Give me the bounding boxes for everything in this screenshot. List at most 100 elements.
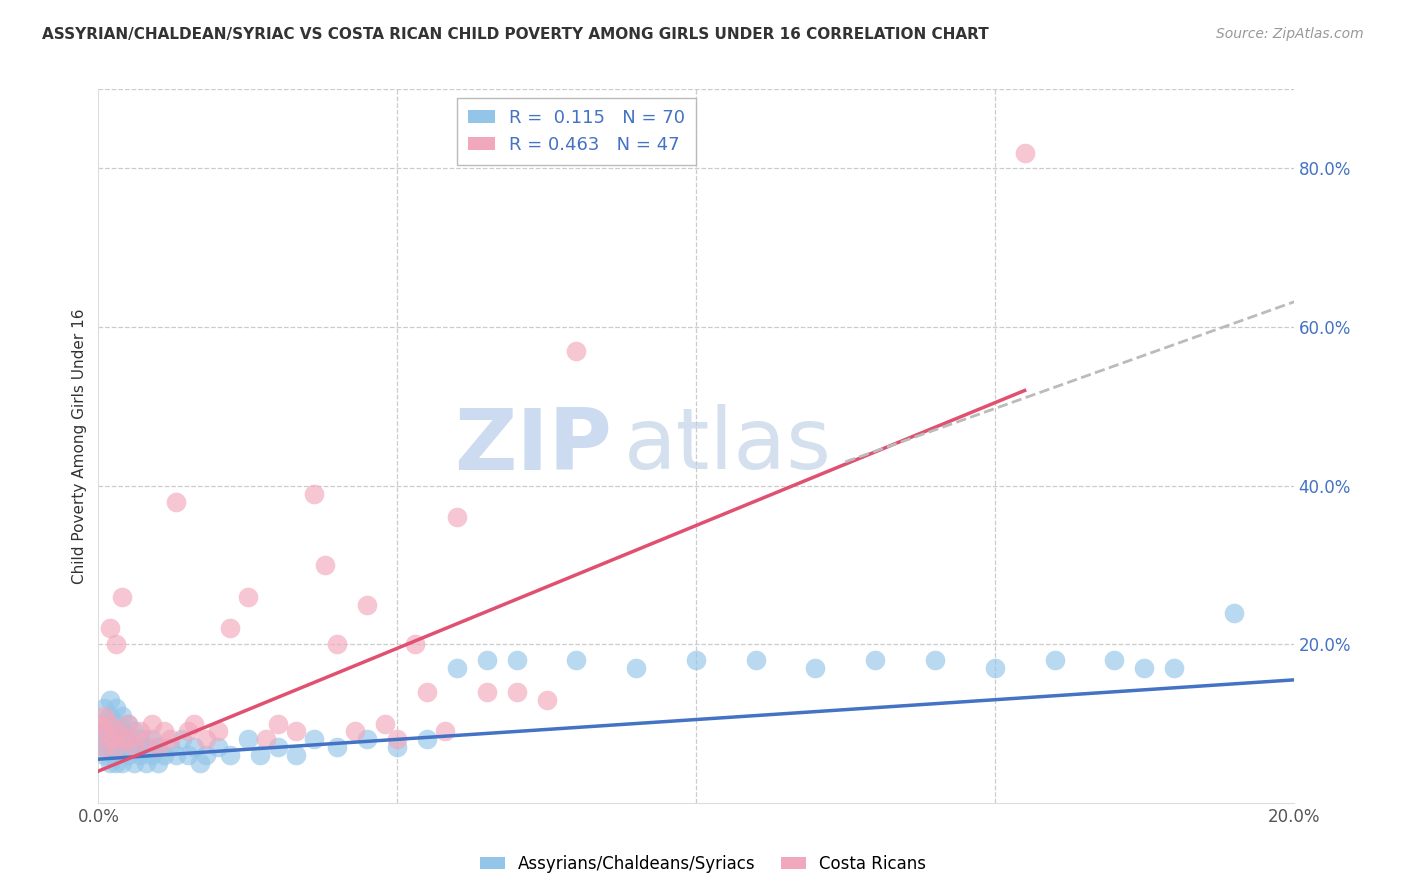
Point — [100, 708, 122, 723]
Point — [105, 740, 128, 755]
Point — [195, 732, 218, 747]
Point — [105, 637, 128, 651]
Point — [195, 748, 218, 763]
Point — [1133, 661, 1156, 675]
Point — [100, 621, 122, 635]
Point — [207, 740, 229, 755]
Point — [284, 724, 307, 739]
Point — [315, 558, 337, 572]
Point — [249, 748, 271, 763]
Point — [219, 621, 242, 635]
Point — [506, 653, 529, 667]
Point — [924, 653, 946, 667]
Point — [536, 692, 558, 706]
Point — [416, 685, 439, 699]
Point — [172, 732, 194, 747]
Point — [356, 732, 378, 747]
Point — [129, 732, 152, 747]
Point — [188, 756, 211, 771]
Point — [100, 692, 122, 706]
Point — [374, 716, 396, 731]
Point — [565, 653, 588, 667]
Point — [267, 716, 290, 731]
Point — [302, 486, 325, 500]
Point — [105, 716, 128, 731]
Point — [1163, 661, 1185, 675]
Point — [177, 748, 200, 763]
Point — [124, 724, 146, 739]
Point — [111, 590, 134, 604]
Point — [141, 716, 163, 731]
Point — [148, 740, 170, 755]
Point — [385, 740, 409, 755]
Legend: Assyrians/Chaldeans/Syriacs, Costa Ricans: Assyrians/Chaldeans/Syriacs, Costa Rican… — [474, 848, 932, 880]
Point — [111, 740, 134, 755]
Point — [124, 740, 146, 755]
Point — [117, 748, 139, 763]
Point — [129, 724, 152, 739]
Point — [1043, 653, 1066, 667]
Point — [117, 732, 139, 747]
Point — [745, 653, 768, 667]
Point — [183, 740, 205, 755]
Point — [207, 724, 229, 739]
Point — [159, 732, 181, 747]
Point — [93, 724, 115, 739]
Point — [1104, 653, 1126, 667]
Point — [159, 740, 181, 755]
Point — [100, 716, 122, 731]
Point — [685, 653, 707, 667]
Point — [117, 716, 139, 731]
Point — [446, 510, 468, 524]
Point — [105, 724, 128, 739]
Point — [626, 661, 648, 675]
Y-axis label: Child Poverty Among Girls Under 16: Child Poverty Among Girls Under 16 — [72, 309, 87, 583]
Point — [141, 748, 163, 763]
Point — [93, 740, 115, 755]
Point — [129, 748, 152, 763]
Text: ZIP: ZIP — [454, 404, 613, 488]
Point — [219, 748, 242, 763]
Point — [124, 740, 146, 755]
Point — [165, 494, 187, 508]
Point — [141, 732, 163, 747]
Text: ASSYRIAN/CHALDEAN/SYRIAC VS COSTA RICAN CHILD POVERTY AMONG GIRLS UNDER 16 CORRE: ASSYRIAN/CHALDEAN/SYRIAC VS COSTA RICAN … — [42, 27, 988, 42]
Point — [87, 732, 110, 747]
Point — [804, 661, 827, 675]
Point — [105, 700, 128, 714]
Point — [124, 756, 146, 771]
Point — [284, 748, 307, 763]
Point — [111, 756, 134, 771]
Point — [385, 732, 409, 747]
Point — [254, 732, 277, 747]
Point — [100, 756, 122, 771]
Point — [446, 661, 468, 675]
Point — [475, 653, 498, 667]
Text: Source: ZipAtlas.com: Source: ZipAtlas.com — [1216, 27, 1364, 41]
Point — [117, 716, 139, 731]
Point — [135, 740, 157, 755]
Point — [111, 708, 134, 723]
Point — [100, 724, 122, 739]
Point — [356, 598, 378, 612]
Point — [117, 732, 139, 747]
Point — [93, 740, 115, 755]
Point — [87, 716, 110, 731]
Point — [93, 716, 115, 731]
Point — [105, 732, 128, 747]
Point — [93, 724, 115, 739]
Point — [326, 637, 349, 651]
Point — [475, 685, 498, 699]
Point — [105, 756, 128, 771]
Point — [148, 740, 170, 755]
Point — [135, 756, 157, 771]
Point — [100, 732, 122, 747]
Point — [565, 343, 588, 358]
Point — [100, 740, 122, 755]
Point — [183, 716, 205, 731]
Point — [506, 685, 529, 699]
Point — [404, 637, 426, 651]
Point — [416, 732, 439, 747]
Point — [135, 732, 157, 747]
Point — [111, 732, 134, 747]
